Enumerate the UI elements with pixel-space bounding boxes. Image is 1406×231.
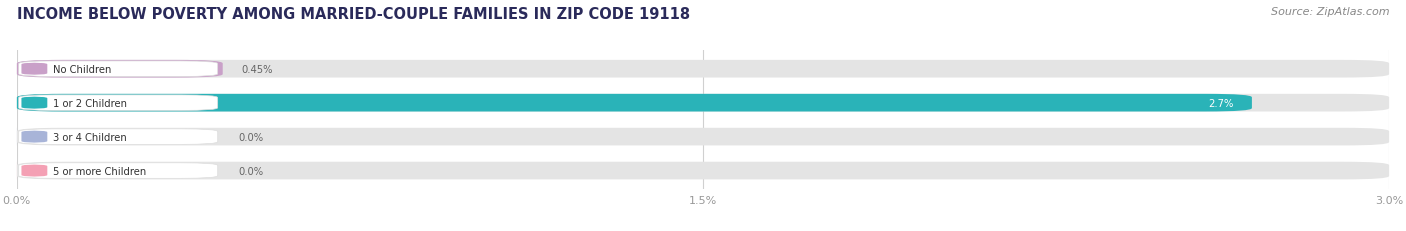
Text: Source: ZipAtlas.com: Source: ZipAtlas.com <box>1271 7 1389 17</box>
FancyBboxPatch shape <box>21 165 48 177</box>
FancyBboxPatch shape <box>21 63 48 76</box>
Text: 0.0%: 0.0% <box>239 132 264 142</box>
Text: 1 or 2 Children: 1 or 2 Children <box>53 98 127 108</box>
Text: INCOME BELOW POVERTY AMONG MARRIED-COUPLE FAMILIES IN ZIP CODE 19118: INCOME BELOW POVERTY AMONG MARRIED-COUPL… <box>17 7 690 22</box>
FancyBboxPatch shape <box>17 61 222 78</box>
FancyBboxPatch shape <box>17 94 1389 112</box>
FancyBboxPatch shape <box>21 97 48 109</box>
FancyBboxPatch shape <box>17 128 1389 146</box>
Text: 0.45%: 0.45% <box>240 64 273 74</box>
FancyBboxPatch shape <box>18 95 218 111</box>
FancyBboxPatch shape <box>17 162 1389 180</box>
Text: 3 or 4 Children: 3 or 4 Children <box>53 132 127 142</box>
FancyBboxPatch shape <box>17 61 1389 78</box>
Text: 0.0%: 0.0% <box>239 166 264 176</box>
Text: No Children: No Children <box>53 64 111 74</box>
FancyBboxPatch shape <box>18 129 218 145</box>
Text: 5 or more Children: 5 or more Children <box>53 166 146 176</box>
FancyBboxPatch shape <box>18 163 218 179</box>
FancyBboxPatch shape <box>17 94 1251 112</box>
FancyBboxPatch shape <box>21 131 48 143</box>
FancyBboxPatch shape <box>18 62 218 77</box>
Text: 2.7%: 2.7% <box>1208 98 1233 108</box>
